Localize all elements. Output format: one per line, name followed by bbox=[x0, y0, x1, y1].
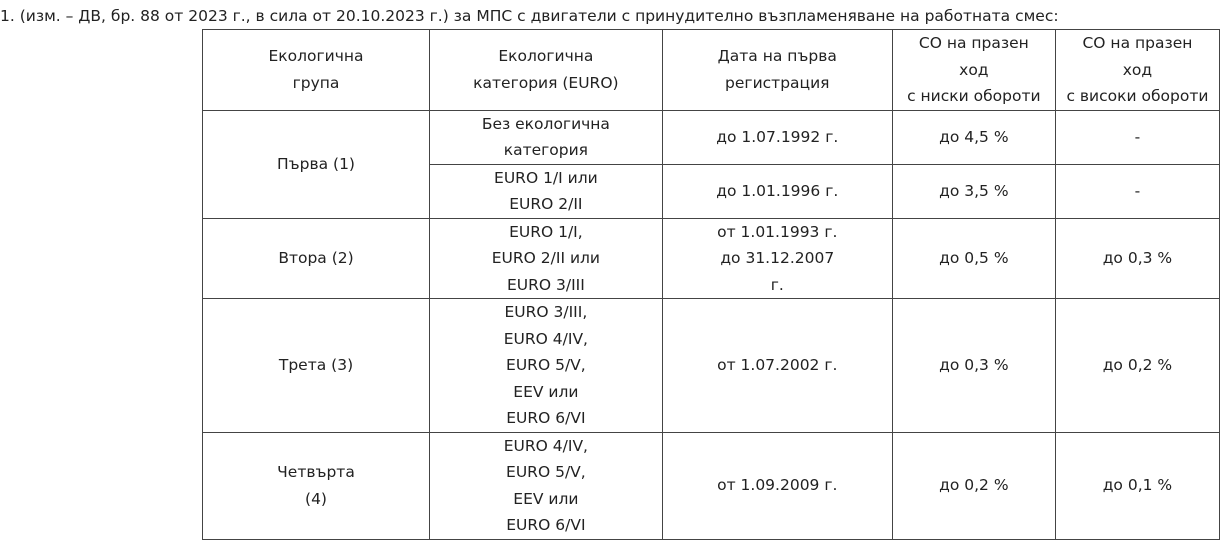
header-cell: CO на празен ход с високи обороти bbox=[1054, 29, 1220, 111]
table-cell: до 0,2 % bbox=[891, 431, 1056, 540]
cell-line: Четвърта bbox=[277, 463, 355, 481]
header-cell: Екологична група bbox=[201, 29, 431, 111]
table-cell: до 4,5 % bbox=[891, 109, 1056, 165]
table-cell: от 1.01.1993 г. до 31.12.2007 г. bbox=[661, 217, 893, 299]
table-cell: EURO 1/I, EURO 2/II или EURO 3/III bbox=[429, 217, 663, 299]
cell-line: EURO 2/II или bbox=[491, 249, 600, 267]
table-cell: - bbox=[1054, 163, 1220, 219]
table-cell: до 1.07.1992 г. bbox=[661, 109, 893, 165]
cell-line: от 1.07.2002 г. bbox=[717, 356, 838, 374]
cell-line: до 0,2 % bbox=[939, 476, 1009, 495]
table-row: EURO 1/I или EURO 2/II до 1.01.1996 г. до 3… bbox=[203, 163, 1220, 219]
cell-line: - bbox=[1134, 127, 1141, 146]
cell-line: Екологична bbox=[498, 47, 594, 66]
table-cell: до 0,3 % bbox=[1054, 217, 1220, 299]
table-cell: до 1.01.1996 г. bbox=[661, 163, 893, 219]
cell-line: EURO 1/I или bbox=[494, 168, 598, 187]
table-row: Трета (3) EURO 3/III, EURO 4/IV, EURO 5/V, E… bbox=[201, 298, 1220, 433]
cell-line: до 0,3 % bbox=[939, 356, 1009, 374]
cell-line: до 3,5 % bbox=[939, 181, 1009, 200]
table-cell: EURO 3/III, EURO 4/IV, EURO 5/V, EEV или EUR… bbox=[429, 298, 663, 433]
cell-line: до 4,5 % bbox=[939, 127, 1009, 146]
cell-line: група bbox=[292, 73, 340, 92]
table-cell: от 1.07.2002 г. bbox=[661, 298, 893, 433]
cell-line: EURO 5/V, bbox=[506, 356, 586, 374]
cell-line: CO на празен bbox=[1082, 34, 1193, 52]
cell-line: регистрация bbox=[725, 73, 830, 92]
table-cell: EURO 1/I или EURO 2/II bbox=[429, 163, 663, 219]
table-row: Четвърта (4) EURO 4/IV, EURO 5/V, EEV или EUR… bbox=[201, 431, 1220, 540]
cell-line: от 1.09.2009 г. bbox=[717, 476, 838, 495]
cell-line: Дата на първа bbox=[717, 47, 837, 66]
table-cell: Втора (2) bbox=[201, 217, 431, 299]
table-cell: до 3,5 % bbox=[891, 163, 1056, 219]
table-row: Първа (1) Без екологична категория до 1.07.… bbox=[201, 109, 1220, 219]
cell-line: с ниски обороти bbox=[907, 87, 1041, 105]
cell-line: Екологична bbox=[268, 47, 364, 66]
cell-line: ход bbox=[959, 60, 989, 79]
table-row: Екологична група Екологична категория (EURO… bbox=[201, 29, 1220, 111]
cell-line: EURO 3/III bbox=[506, 275, 585, 294]
cell-line: EURO 5/V, bbox=[506, 463, 586, 481]
cell-line: до 0,5 % bbox=[939, 249, 1009, 267]
table-cell: Без екологична категория bbox=[429, 109, 663, 165]
cell-line: EURO 6/VI bbox=[506, 409, 586, 427]
header-cell: CO на празен ход с ниски обороти bbox=[891, 29, 1056, 111]
cell-line: CO на празен bbox=[918, 34, 1029, 52]
table-cell: EURO 4/IV, EURO 5/V, EEV или EURO 6/VI bbox=[429, 431, 663, 540]
cell-line: Втора (2) bbox=[278, 249, 354, 267]
cell-line: ход bbox=[1122, 60, 1153, 79]
table-cell: до 0,3 % bbox=[891, 298, 1056, 433]
table-cell: до 0,1 % bbox=[1054, 431, 1220, 540]
table-cell: Трета (3) bbox=[201, 298, 431, 433]
cell-line: до 31.12.2007 bbox=[720, 249, 835, 267]
header-cell: Екологична категория (EURO) bbox=[429, 29, 663, 111]
cell-line: до 1.01.1996 г. bbox=[716, 181, 839, 200]
cell-line: Трета (3) bbox=[278, 356, 354, 374]
cell-line: EEV или bbox=[513, 489, 579, 508]
table-cell: до 0,5 % bbox=[891, 217, 1056, 299]
table-row: Втора (2) EURO 1/I, EURO 2/II или EURO 3/II… bbox=[201, 217, 1220, 299]
cell-line: с високи обороти bbox=[1066, 87, 1209, 105]
header-cell: Дата на първа регистрация bbox=[661, 29, 893, 111]
cell-line: EEV или bbox=[513, 382, 579, 401]
table-cell: Първа (1) bbox=[201, 109, 431, 219]
cell-line: - bbox=[1134, 181, 1141, 200]
table-cell: от 1.09.2009 г. bbox=[661, 431, 893, 540]
cell-line: EURO 1/I, bbox=[509, 222, 583, 241]
cell-line: до 0,3 % bbox=[1102, 249, 1173, 267]
cell-line: EURO 6/VI bbox=[506, 516, 586, 534]
cell-line: Първа (1) bbox=[277, 154, 355, 173]
cell-line: до 0,1 % bbox=[1102, 476, 1173, 495]
cell-line: г. bbox=[770, 275, 784, 294]
cell-line: до 0,2 % bbox=[1102, 356, 1173, 374]
table-cell: до 0,2 % bbox=[1054, 298, 1220, 433]
cell-line: (4) bbox=[305, 489, 327, 508]
cell-line: EURO 3/III, bbox=[504, 303, 588, 321]
cell-line: EURO 4/IV, bbox=[503, 329, 588, 348]
cell-line: категория (EURO) bbox=[473, 73, 619, 92]
cell-line: до 1.07.1992 г. bbox=[716, 127, 839, 146]
cell-line: категория bbox=[503, 141, 589, 159]
table-cell: - bbox=[1054, 109, 1220, 165]
cell-line: EURO 2/II bbox=[509, 195, 583, 213]
emissions-table: Екологична група Екологична категория (EURO… bbox=[201, 29, 1220, 540]
cell-line: от 1.01.1993 г. bbox=[717, 222, 838, 241]
cell-line: EURO 4/IV, bbox=[503, 436, 588, 455]
table-cell: Четвърта (4) bbox=[201, 431, 431, 540]
intro-text: 1. (изм. – ДВ, бр. 88 от 2023 г., в сила… bbox=[0, 7, 1059, 25]
cell-line: Без екологична bbox=[481, 114, 610, 133]
